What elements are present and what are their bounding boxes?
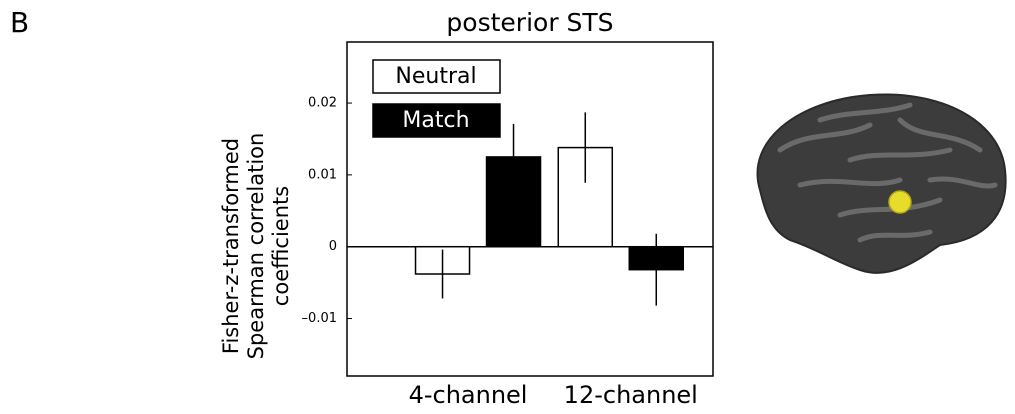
legend-label: Match: [402, 108, 469, 133]
y-tick-label: –0.01: [302, 311, 337, 326]
panel-label: B: [10, 6, 29, 39]
plot-frame: [346, 41, 714, 377]
brain-image: [756, 93, 1007, 274]
y-tick-label: 0: [329, 239, 337, 254]
legend-box: [372, 103, 501, 138]
y-axis-label-line: Fisher-z-transformed: [219, 138, 243, 354]
y-axis-label: Fisher-z-transformedSpearman correlation…: [219, 133, 293, 360]
x-tick-label: 12-channel: [564, 381, 698, 409]
chart-title: posterior STS: [446, 8, 613, 37]
x-tick-label: 4-channel: [409, 381, 528, 409]
y-tick-label: 0.02: [308, 96, 337, 111]
y-tick-label: 0.01: [308, 167, 337, 182]
y-axis-label-line: Spearman correlation: [244, 133, 268, 360]
legend-box: [372, 59, 501, 94]
legend-label: Neutral: [395, 64, 476, 89]
y-axis-label-line: coefficients: [269, 186, 293, 306]
